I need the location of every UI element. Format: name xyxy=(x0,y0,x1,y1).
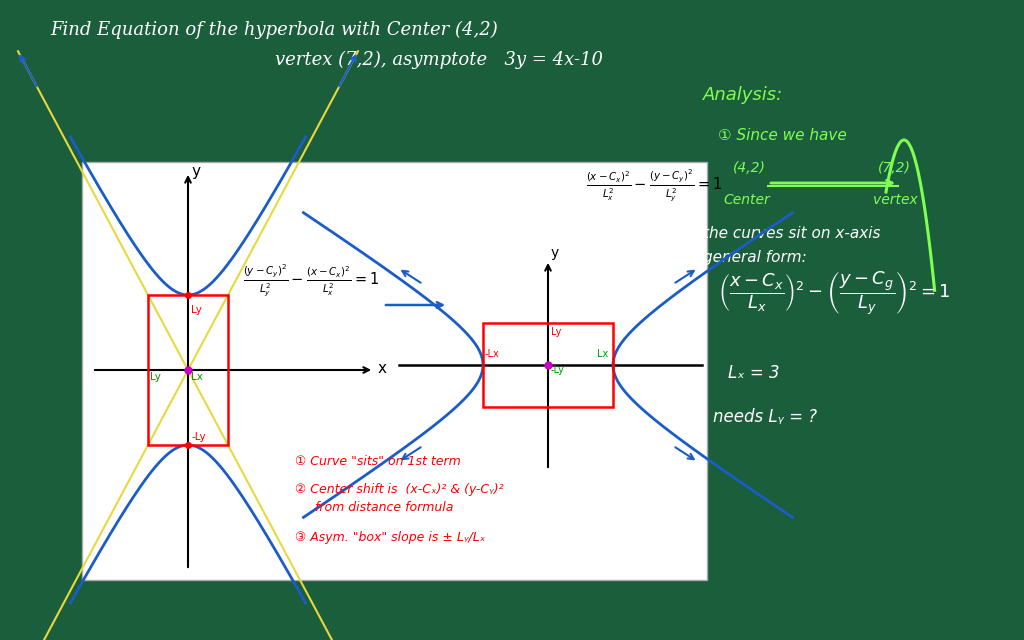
Text: Ly: Ly xyxy=(191,305,202,315)
Text: y: y xyxy=(551,246,559,260)
Text: $\frac{(y-C_y)^2}{L_y^2} - \frac{(x-C_x)^2}{L_x^2} = 1$: $\frac{(y-C_y)^2}{L_y^2} - \frac{(x-C_x)… xyxy=(243,263,379,300)
Text: $\frac{(x-C_x)^2}{L_x^2} - \frac{(y-C_y)^2}{L_y^2} = 1$: $\frac{(x-C_x)^2}{L_x^2} - \frac{(y-C_y)… xyxy=(586,168,722,204)
Text: Ly: Ly xyxy=(551,327,561,337)
Text: Find Equation of the hyperbola with Center (4,2): Find Equation of the hyperbola with Cent… xyxy=(50,20,498,39)
Text: y: y xyxy=(193,164,201,179)
Text: Lₓ = 3: Lₓ = 3 xyxy=(728,364,779,382)
Text: Lx: Lx xyxy=(597,349,608,359)
Text: -Ly: -Ly xyxy=(191,432,206,442)
Text: Lx: Lx xyxy=(191,372,203,382)
Text: ③ Asym. "box" slope is ± Lᵧ/Lₓ: ③ Asym. "box" slope is ± Lᵧ/Lₓ xyxy=(295,531,485,544)
Text: (4,2): (4,2) xyxy=(733,161,766,175)
Text: vertex (7,2), asymptote   3y = 4x-10: vertex (7,2), asymptote 3y = 4x-10 xyxy=(275,51,603,69)
Text: $\left(\dfrac{x-C_x}{L_x}\right)^2 - \left(\dfrac{y-C_g}{L_y}\right)^2 = 1$: $\left(\dfrac{x-C_x}{L_x}\right)^2 - \le… xyxy=(718,269,950,317)
Text: from distance formula: from distance formula xyxy=(295,501,454,514)
Text: ① Since we have: ① Since we have xyxy=(718,128,847,143)
Text: the curves sit on x-axis: the curves sit on x-axis xyxy=(703,226,881,241)
Text: ② Center shift is  (x-Cₓ)² & (y-Cᵧ)²: ② Center shift is (x-Cₓ)² & (y-Cᵧ)² xyxy=(295,483,504,496)
Text: -Lx: -Lx xyxy=(485,349,500,359)
Text: -Ly: -Ly xyxy=(551,365,565,375)
Text: x: x xyxy=(378,361,387,376)
Text: ① Curve "sits" on 1st term: ① Curve "sits" on 1st term xyxy=(295,455,461,468)
Text: Analysis:: Analysis: xyxy=(703,86,783,104)
Text: general form:: general form: xyxy=(703,250,807,265)
Text: Ly: Ly xyxy=(150,372,161,382)
Text: vertex: vertex xyxy=(873,193,918,207)
Bar xyxy=(148,295,228,445)
Bar xyxy=(483,323,613,407)
Text: (7,2): (7,2) xyxy=(878,161,911,175)
Text: Center: Center xyxy=(723,193,770,207)
Bar xyxy=(82,162,707,580)
Text: needs Lᵧ = ?: needs Lᵧ = ? xyxy=(713,408,817,426)
